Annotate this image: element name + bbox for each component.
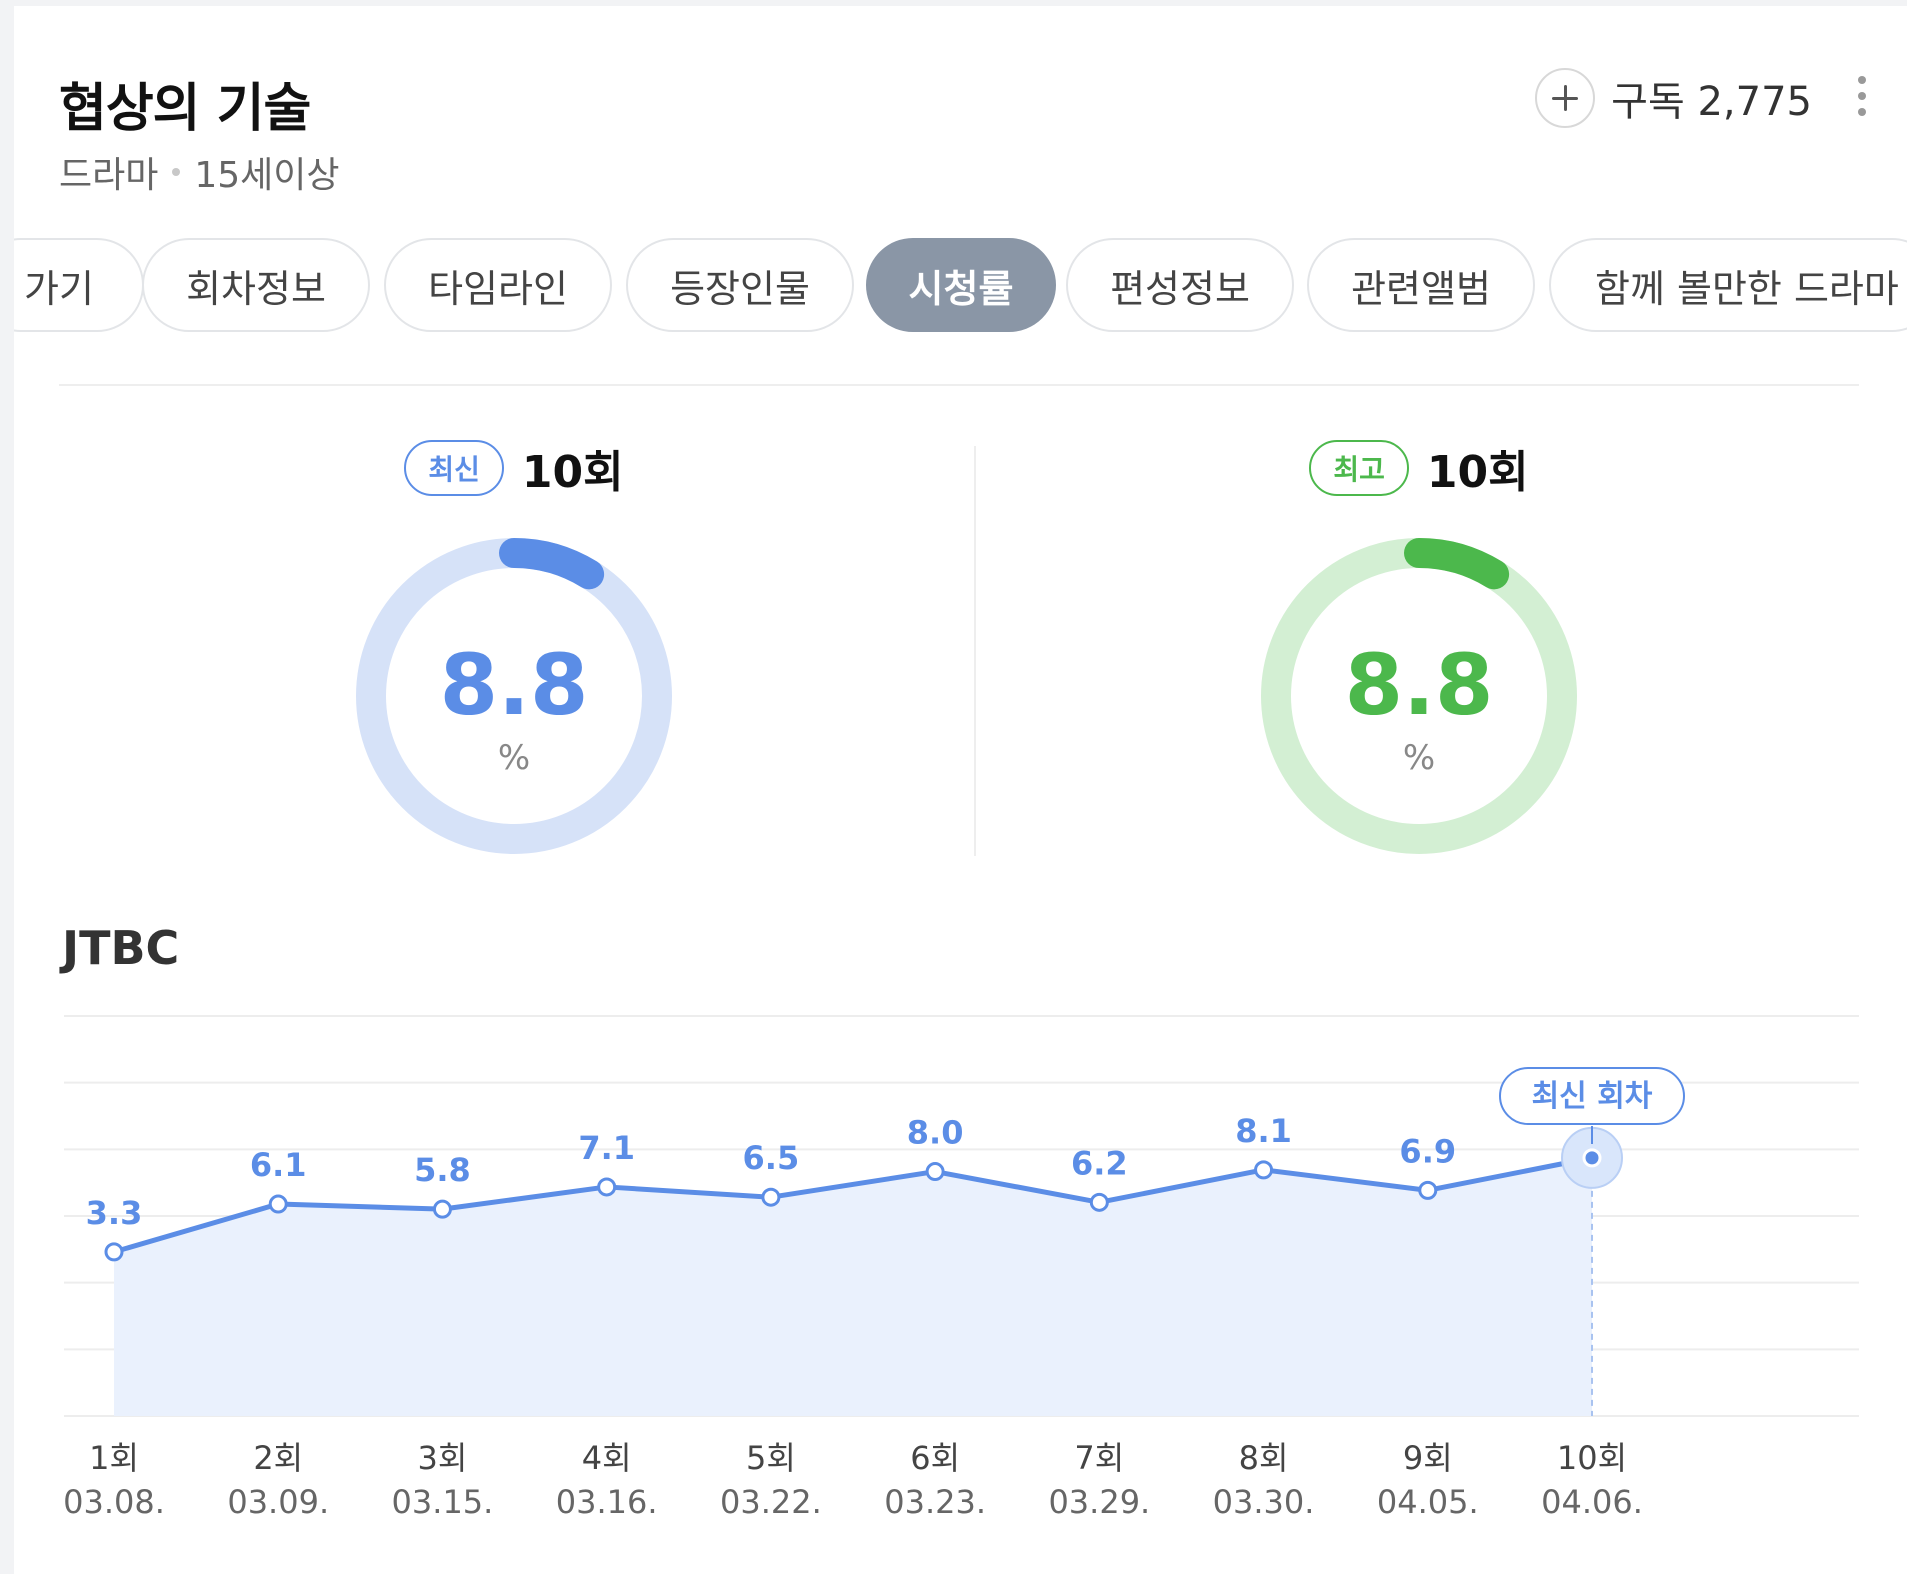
data-label: 8.0: [907, 1114, 964, 1152]
tab-ratings[interactable]: 시청률: [866, 238, 1056, 332]
x-tick-label: 3회: [418, 1439, 468, 1477]
data-point: [1254, 1160, 1274, 1180]
network-name: JTBC: [62, 921, 180, 975]
x-tick-label: 5회: [746, 1439, 796, 1477]
tab-recommended[interactable]: 함께 볼만한 드라마: [1549, 238, 1907, 332]
highest-rating-unit: %: [1402, 738, 1436, 778]
program-title: 협상의 기술: [59, 79, 311, 139]
data-point: [761, 1187, 781, 1207]
data-label: 8.1: [1235, 1112, 1292, 1150]
latest-ring-arc: [356, 538, 672, 854]
age-rating-label: 15세이상: [194, 155, 340, 196]
latest-episode-callout: [1499, 1067, 1685, 1125]
area-fill: [114, 1157, 1592, 1416]
data-label: 6.5: [743, 1139, 800, 1177]
series-line: [113, 1155, 1593, 1255]
highest-badge: 최고: [1309, 440, 1409, 496]
data-point: [597, 1177, 617, 1197]
highest-rating-value: 8.8: [1344, 636, 1494, 734]
x-date-label: 03.16.: [556, 1483, 658, 1521]
latest-rating-ring: [356, 538, 672, 854]
ratings-line-chart: 3.3 1회 03.08. 6.1 2회 03.09. 5.8 3회 03.15. 7.1 4회 03…: [63, 1015, 1859, 1521]
data-label: 7.1: [578, 1129, 635, 1167]
data-label: 6.9: [1399, 1132, 1456, 1170]
tab-timeline[interactable]: 타임라인: [384, 238, 612, 332]
program-meta: 드라마 15세이상: [59, 146, 340, 198]
more-options-icon[interactable]: [1857, 76, 1867, 116]
x-date-label: 03.23.: [884, 1483, 986, 1521]
highest-episode: 10회: [1426, 447, 1529, 498]
latest-rating-panel: 최신 10회 8.8 %: [164, 436, 864, 866]
data-point: [104, 1242, 124, 1262]
x-date-label: 04.06.: [1541, 1483, 1643, 1521]
data-label: 3.3: [86, 1194, 143, 1232]
x-date-label: 03.08.: [63, 1483, 165, 1521]
x-tick-label: 4회: [582, 1439, 632, 1477]
x-tick-label: 9회: [1403, 1439, 1453, 1477]
latest-rating-unit: %: [497, 738, 531, 778]
data-point: [432, 1199, 452, 1219]
data-label: 5.8: [414, 1151, 471, 1189]
highest-rating-panel: 최고 10회 8.8 %: [1069, 436, 1769, 866]
plus-icon: [1535, 68, 1596, 128]
data-point: [1582, 1148, 1602, 1168]
x-tick-label: 10회: [1557, 1439, 1627, 1477]
data-point: [1418, 1180, 1438, 1200]
latest-rating-value: 8.8: [439, 636, 589, 734]
x-date-label: 03.29.: [1048, 1483, 1150, 1521]
x-tick-label: 7회: [1074, 1439, 1124, 1477]
data-label: 6.2: [1071, 1144, 1128, 1182]
callout-label: 최신 회차: [1532, 1079, 1653, 1114]
tab-shortcut[interactable]: 가기: [14, 238, 144, 332]
data-point: [925, 1162, 945, 1182]
separator-dot-icon: [172, 168, 181, 176]
highest-ring-arc: [1261, 538, 1577, 854]
latest-badge: 최신: [404, 440, 504, 496]
x-tick-label: 2회: [253, 1439, 303, 1477]
highest-rating-ring: [1261, 538, 1577, 854]
tab-bar: 가기 회차정보 타임라인 등장인물 시청률 편성정보 관련앨범 함께 볼만한 드…: [14, 238, 1907, 336]
section-divider: [59, 384, 1859, 386]
x-date-label: 04.05.: [1377, 1483, 1479, 1521]
x-tick-label: 6회: [910, 1439, 960, 1477]
x-date-label: 03.09.: [227, 1483, 329, 1521]
tab-schedule[interactable]: 편성정보: [1066, 238, 1294, 332]
x-date-label: 03.15.: [392, 1483, 494, 1521]
latest-episode: 10회: [521, 447, 624, 498]
x-tick-label: 1회: [89, 1439, 139, 1477]
data-point: [1089, 1192, 1109, 1212]
subscribe-button[interactable]: 구독 2,775: [1535, 68, 1812, 128]
genre-label: 드라마: [59, 155, 159, 196]
x-tick-label: 8회: [1239, 1439, 1289, 1477]
data-label: 6.1: [250, 1146, 307, 1184]
data-point: [268, 1194, 288, 1214]
x-date-label: 03.22.: [720, 1483, 822, 1521]
x-date-label: 03.30.: [1213, 1483, 1315, 1521]
tab-episode-info[interactable]: 회차정보: [142, 238, 370, 332]
panel-divider: [974, 446, 976, 856]
tab-cast[interactable]: 등장인물: [626, 238, 854, 332]
tab-albums[interactable]: 관련앨범: [1307, 238, 1535, 332]
subscribe-count: 구독 2,775: [1611, 79, 1812, 125]
program-card: 협상의 기술 드라마 15세이상 구독 2,775 가기 회차정보 타임라인 등…: [14, 6, 1907, 1574]
